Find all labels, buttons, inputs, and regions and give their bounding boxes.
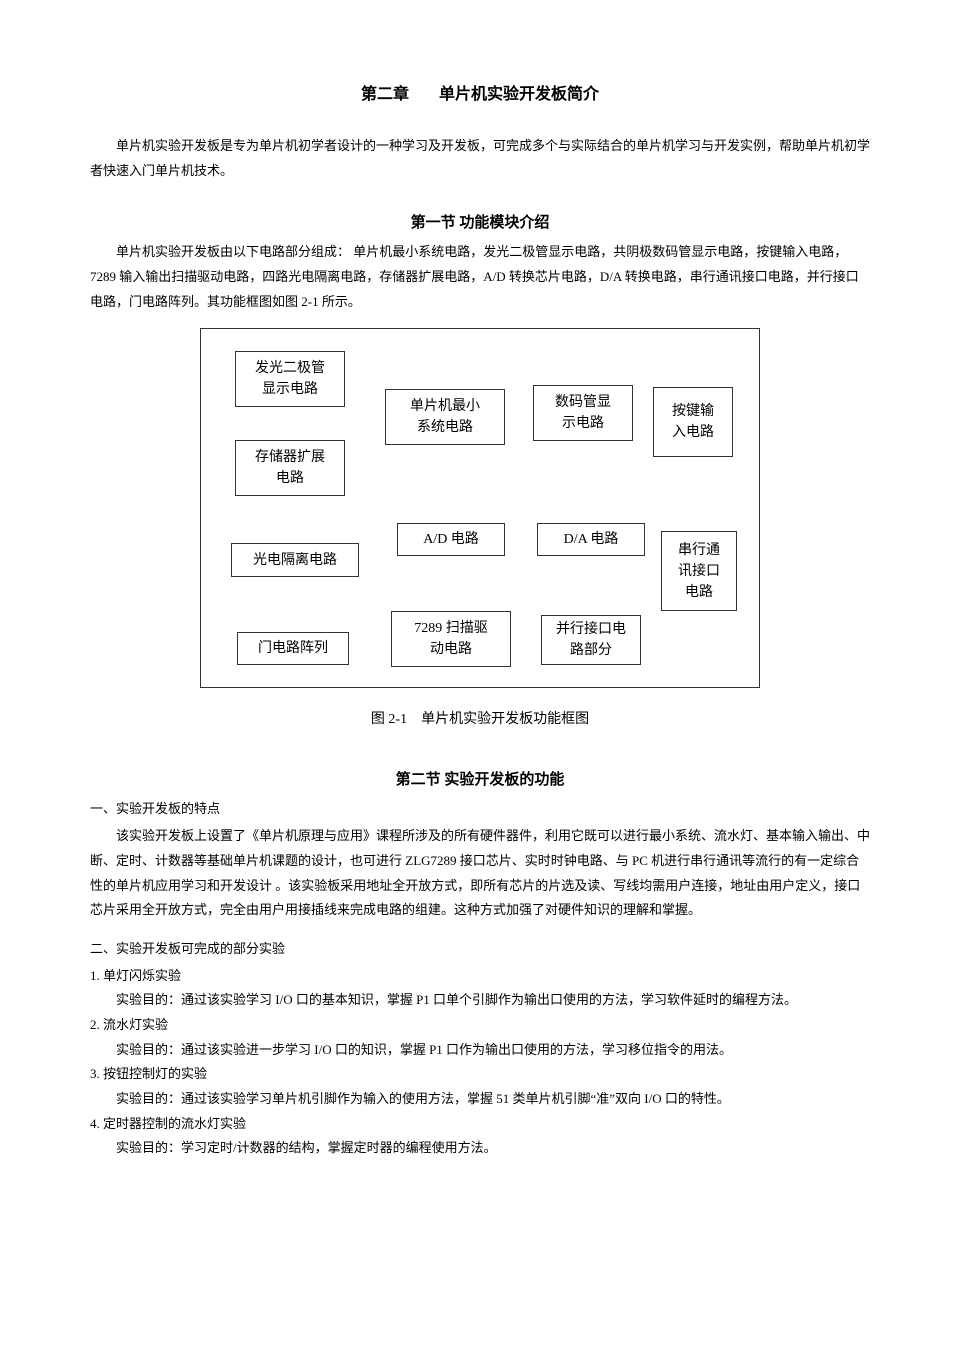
box-mcu: 单片机最小系统电路: [385, 389, 505, 445]
part2-heading: 二、实验开发板可完成的部分实验: [90, 937, 870, 962]
exp1-body: 实验目的：通过该实验学习 I/O 口的基本知识，掌握 P1 口单个引脚作为输出口…: [116, 988, 870, 1013]
block-diagram: 发光二极管显示电路 存储器扩展电路 单片机最小系统电路 数码管显示电路 按键输入…: [200, 328, 760, 688]
box-digit: 数码管显示电路: [533, 385, 633, 441]
box-opto: 光电隔离电路: [231, 543, 359, 577]
intro-paragraph: 单片机实验开发板是专为单片机初学者设计的一种学习及开发板，可完成多个与实际结合的…: [90, 134, 870, 183]
box-key: 按键输入电路: [653, 387, 733, 457]
exp4-body: 实验目的：学习定时/计数器的结构，掌握定时器的编程使用方法。: [116, 1136, 870, 1161]
box-da: D/A 电路: [537, 523, 645, 556]
figure-caption: 图 2-1 单片机实验开发板功能框图: [90, 708, 870, 728]
experiments-list: 1. 单灯闪烁实验 实验目的：通过该实验学习 I/O 口的基本知识，掌握 P1 …: [90, 964, 870, 1162]
exp2-body: 实验目的：通过该实验进一步学习 I/O 口的知识，掌握 P1 口作为输出口使用的…: [116, 1038, 870, 1063]
box-mem: 存储器扩展电路: [235, 440, 345, 496]
exp4-title: 4. 定时器控制的流水灯实验: [90, 1112, 870, 1137]
exp3-body: 实验目的：通过该实验学习单片机引脚作为输入的使用方法，掌握 51 类单片机引脚“…: [116, 1087, 870, 1112]
box-ad: A/D 电路: [397, 523, 505, 556]
box-serial: 串行通讯接口电路: [661, 531, 737, 611]
chapter-name: 单片机实验开发板简介: [439, 86, 599, 103]
exp1-title: 1. 单灯闪烁实验: [90, 964, 870, 989]
chapter-title: 第二章 单片机实验开发板简介: [90, 80, 870, 104]
box-scan: 7289 扫描驱动电路: [391, 611, 511, 667]
figure-title: 单片机实验开发板功能框图: [421, 712, 589, 727]
figure-number: 图 2-1: [371, 712, 407, 727]
box-gate: 门电路阵列: [237, 632, 349, 665]
exp2-title: 2. 流水灯实验: [90, 1013, 870, 1038]
part1-heading: 一、实验开发板的特点: [90, 797, 870, 822]
section2-title: 第二节 实验开发板的功能: [90, 768, 870, 789]
exp3-title: 3. 按钮控制灯的实验: [90, 1062, 870, 1087]
chapter-number: 第二章: [361, 86, 409, 103]
section1-text: 单片机实验开发板由以下电路部分组成： 单片机最小系统电路，发光二极管显示电路，共…: [90, 240, 870, 314]
box-led: 发光二极管显示电路: [235, 351, 345, 407]
diagram-container: 发光二极管显示电路 存储器扩展电路 单片机最小系统电路 数码管显示电路 按键输入…: [200, 328, 760, 688]
box-parallel: 并行接口电路部分: [541, 615, 641, 665]
part1-text: 该实验开发板上设置了《单片机原理与应用》课程所涉及的所有硬件器件，利用它既可以进…: [90, 824, 870, 923]
section1-title: 第一节 功能模块介绍: [90, 211, 870, 232]
